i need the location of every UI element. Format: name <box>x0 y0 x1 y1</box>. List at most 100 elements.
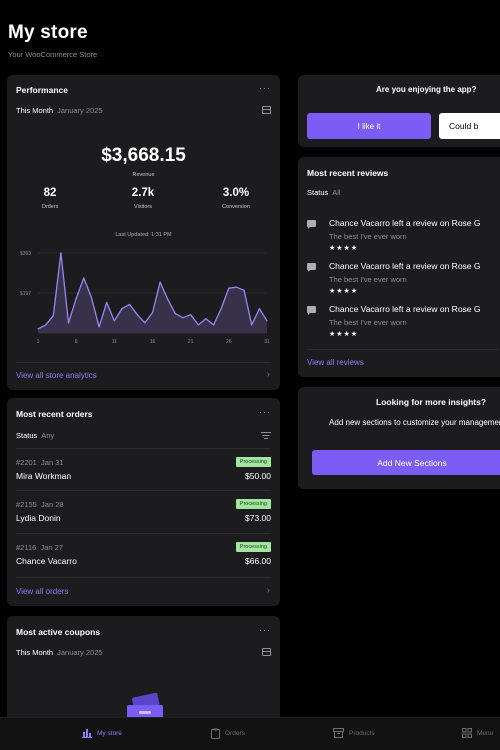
calendar-icon[interactable] <box>262 106 271 114</box>
tab-orders[interactable]: Orders <box>211 728 245 739</box>
data-point <box>144 322 146 324</box>
data-point <box>90 296 93 298</box>
data-point <box>67 322 70 324</box>
order-row[interactable]: #2155 Jan 28 Lydia Donin Processing $73.… <box>16 492 271 534</box>
chevron-right-icon[interactable]: › <box>266 369 270 380</box>
stat-value: 2.7k <box>131 187 155 199</box>
tab-label: Menu <box>477 729 494 737</box>
order-customer: Chance Vacarro <box>16 556 77 566</box>
data-point <box>235 286 238 288</box>
coupons-card: Most active coupons ··· This Month Januar… <box>7 616 280 726</box>
y-tick-label: $393 <box>20 251 31 257</box>
revenue-value: $3,668.15 <box>101 145 186 166</box>
tab-label: Products <box>349 729 375 737</box>
data-point <box>174 313 176 315</box>
orders-status-filter[interactable]: Status Any <box>16 431 54 440</box>
view-analytics-link[interactable]: View all store analytics <box>16 371 97 380</box>
status-badge: Processing <box>235 542 271 552</box>
orders-title: Most recent orders <box>16 409 93 419</box>
comment-icon <box>307 220 316 229</box>
tab-products[interactable]: Products <box>333 728 375 738</box>
comment-icon <box>307 306 316 315</box>
revenue-label: Revenue <box>132 172 155 178</box>
page-title: My store <box>8 22 88 43</box>
range-value: January 2025 <box>57 106 103 115</box>
review-item[interactable]: Chance Vacarro left a review on Rose G T… <box>307 261 500 301</box>
coupons-title: Most active coupons <box>16 627 101 637</box>
review-item[interactable]: Chance Vacarro left a review on Rose G T… <box>307 218 500 258</box>
x-tick-label: 21 <box>188 339 194 345</box>
coupons-date-range[interactable]: This Month January 2025 <box>16 648 103 657</box>
status-label: Status <box>307 188 329 197</box>
filter-icon[interactable] <box>261 432 271 439</box>
archive-box-icon <box>333 728 344 738</box>
reviews-title: Most recent reviews <box>307 168 389 178</box>
chevron-right-icon[interactable]: › <box>266 585 270 596</box>
tab-menu[interactable]: Menu <box>462 728 493 738</box>
y-tick-label: $197 <box>20 291 31 297</box>
data-point <box>106 301 108 304</box>
data-point <box>75 297 77 299</box>
reviews-card: Most recent reviews Status All Chance Vac… <box>298 157 500 377</box>
data-point <box>197 324 199 326</box>
data-point <box>243 289 245 291</box>
review-text: Chance Vacarro left a review on Rose G <box>329 304 481 314</box>
bottom-tab-bar: My store Orders Products Menu <box>0 717 500 750</box>
review-quote: The best I've ever worn <box>329 318 407 327</box>
insights-card: Looking for more insights? Add new secti… <box>298 387 500 489</box>
coupons-more-button[interactable]: ··· <box>259 625 271 635</box>
tab-my-store[interactable]: My store <box>82 728 122 738</box>
status-badge: Processing <box>235 499 271 509</box>
performance-date-range[interactable]: This Month January 2025 <box>16 106 103 115</box>
orders-more-button[interactable]: ··· <box>259 407 271 417</box>
review-quote: The best I've ever worn <box>329 275 407 284</box>
comment-icon <box>307 263 316 272</box>
range-value: January 2025 <box>57 648 103 657</box>
order-id: #2201 Jan 31 <box>16 458 64 467</box>
stat-visitors: 2.7k Visitors <box>103 187 183 210</box>
order-row[interactable]: #2116 Jan 27 Chance Vacarro Processing $… <box>16 535 271 577</box>
data-point <box>52 315 54 317</box>
orders-card: Most recent orders ··· Status Any #2201 J… <box>7 398 280 606</box>
divider <box>16 577 271 578</box>
data-point <box>60 252 62 254</box>
reviews-status-filter[interactable]: Status All <box>307 188 341 197</box>
add-sections-button[interactable]: Add New Sections <box>312 450 500 475</box>
x-tick-label: 1 <box>37 339 40 345</box>
divider <box>16 448 271 449</box>
feedback-card: Are you enjoying the app? I like it Coul… <box>298 75 500 147</box>
calendar-icon[interactable] <box>262 648 271 656</box>
order-customer: Lydia Donin <box>16 513 61 523</box>
data-point <box>220 307 222 310</box>
grid-icon <box>462 728 472 738</box>
data-point <box>121 307 123 310</box>
status-value: Any <box>41 431 55 440</box>
performance-more-button[interactable]: ··· <box>259 83 271 93</box>
view-reviews-link[interactable]: View all reviews <box>307 358 364 367</box>
x-tick-label: 16 <box>150 339 156 345</box>
data-point <box>266 320 268 322</box>
status-value: All <box>332 188 341 197</box>
could-be-better-button[interactable]: Could b <box>439 113 500 139</box>
review-item[interactable]: Chance Vacarro left a review on Rose G T… <box>307 304 500 344</box>
view-orders-link[interactable]: View all orders <box>16 587 69 596</box>
review-text: Chance Vacarro left a review on Rose G <box>329 261 481 271</box>
store-header: My store Your WooCommerce Store <box>8 22 97 59</box>
page-subtitle: Your WooCommerce Store <box>8 50 98 59</box>
stat-label: Visitors <box>134 204 152 210</box>
stat-label: Conversion <box>222 204 250 210</box>
data-point <box>182 317 184 319</box>
data-point <box>251 324 253 326</box>
like-app-button[interactable]: I like it <box>307 113 431 139</box>
divider <box>16 490 271 491</box>
data-point <box>113 320 115 322</box>
performance-title: Performance <box>16 85 68 95</box>
status-label: Status <box>16 431 38 440</box>
stat-value: 82 <box>43 187 57 199</box>
data-point <box>129 303 131 306</box>
order-row[interactable]: #2201 Jan 31 Mira Workman Processing $50… <box>16 450 271 492</box>
data-point <box>212 324 215 326</box>
insights-title: Looking for more insights? <box>376 397 487 407</box>
order-amount: $66.00 <box>245 556 271 566</box>
